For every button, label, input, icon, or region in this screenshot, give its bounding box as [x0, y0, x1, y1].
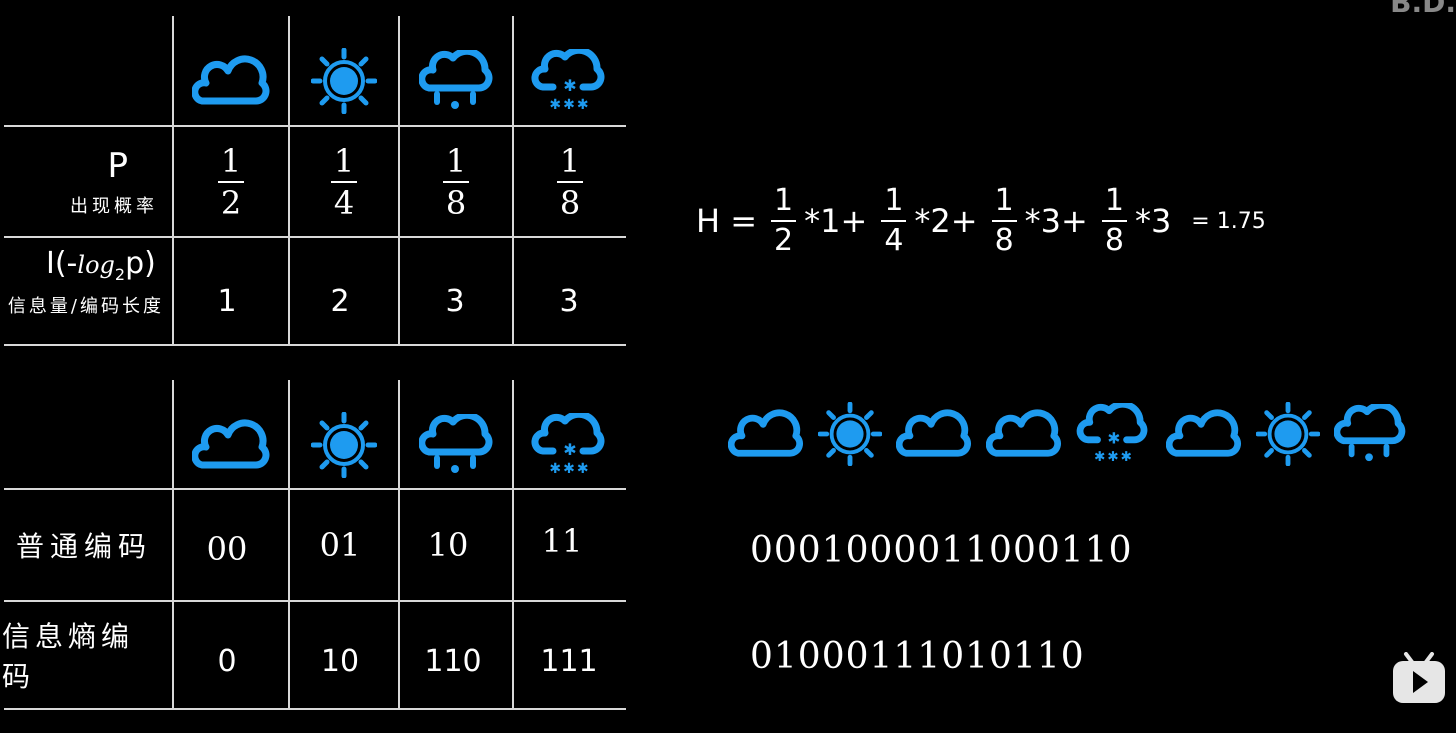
svg-text:✱✱✱: ✱✱✱: [549, 461, 590, 477]
info-formula-log: log: [77, 251, 115, 279]
cloud-icon: [986, 409, 1062, 459]
normal-bitstring: 0001000011000110: [750, 530, 1133, 571]
sun-icon: [290, 400, 398, 490]
info-label: 信息量/编码长度: [7, 296, 164, 317]
entropy-encoding-label: 信息熵编码: [2, 620, 135, 693]
normal-code-cell: 01: [319, 526, 361, 564]
table2-rule-1: [4, 488, 626, 490]
formula-numerator: 1: [884, 183, 904, 218]
info-value-cell: 2: [330, 283, 350, 319]
cloud-icon: [728, 409, 804, 459]
rain-icon: [400, 400, 512, 490]
svg-text:✱✱✱: ✱✱✱: [1094, 449, 1134, 465]
info-formula-prefix: I(-: [46, 246, 78, 281]
table1-col-rule-2: [288, 16, 290, 345]
svg-text:✱✱✱: ✱✱✱: [549, 97, 590, 113]
entropy-formula: H = 1 2 *1+ 1 4 *2+ 1 8 *3+ 1 8 *3 = 1.75: [696, 186, 1266, 256]
normal-code-cell: 10: [427, 526, 469, 564]
table1-col-rule-3: [398, 16, 400, 345]
info-row-header: I(-log2p) 信息量/编码长度: [6, 246, 164, 318]
rain-icon: [400, 36, 512, 126]
table2-col-rule-3: [398, 380, 400, 709]
svg-text:✱: ✱: [1108, 430, 1121, 448]
watermark-logo: B.D.: [1390, 0, 1456, 19]
fraction-denominator: 8: [559, 183, 581, 222]
entropy-code-cell: 110: [424, 643, 482, 679]
fraction-numerator: 1: [333, 141, 355, 180]
cloud-icon: [174, 400, 288, 490]
formula-numerator: 1: [774, 183, 794, 218]
table1-rule-2: [4, 236, 626, 238]
rain-icon: [1334, 404, 1406, 464]
fraction-denominator: 2: [220, 183, 242, 222]
formula-denominator: 8: [1104, 223, 1124, 258]
formula-denominator: 8: [994, 223, 1014, 258]
table1-rule-3: [4, 344, 626, 346]
info-formula-suffix: p): [125, 246, 156, 281]
table1-rule-1: [4, 125, 626, 127]
cloud-icon: [896, 409, 972, 459]
formula-operator: *1+: [804, 202, 868, 240]
info-value-cell: 3: [559, 283, 579, 319]
formula-operator: *3+: [1024, 202, 1088, 240]
table1-col-rule-1: [172, 16, 174, 345]
sun-icon: [1256, 402, 1320, 466]
fraction-numerator: 1: [445, 141, 467, 180]
entropy-code-cell: 0: [217, 643, 237, 679]
play-button-icon[interactable]: [1392, 652, 1446, 704]
fraction-numerator: 1: [559, 141, 581, 180]
sun-icon: [818, 402, 882, 466]
snow-icon: ✱ ✱✱✱: [1076, 403, 1152, 465]
svg-text:✱: ✱: [563, 440, 576, 459]
info-value-cell: 1: [217, 283, 237, 319]
formula-denominator: 2: [774, 223, 794, 258]
table2-rule-2: [4, 600, 626, 602]
weather-sequence: ✱ ✱✱✱: [728, 402, 1406, 466]
fraction-denominator: 4: [333, 183, 355, 222]
fraction-denominator: 8: [445, 183, 467, 222]
table2-col-rule-4: [512, 380, 514, 709]
info-formula-subscript: 2: [114, 265, 126, 284]
entropy-code-cell: 111: [540, 643, 598, 679]
cloud-icon: [1166, 409, 1242, 459]
formula-operator: *2+: [914, 202, 978, 240]
info-value-cell: 3: [445, 283, 465, 319]
formula-denominator: 4: [884, 223, 904, 258]
formula-result: = 1.75: [1191, 208, 1266, 234]
sun-icon: [290, 36, 398, 126]
table2-rule-3: [4, 708, 626, 710]
normal-code-cell: 00: [206, 530, 248, 568]
entropy-code-cell: 10: [320, 643, 360, 679]
fraction-numerator: 1: [220, 141, 242, 180]
formula-lhs: H =: [696, 202, 758, 240]
table2-col-rule-1: [172, 380, 174, 709]
svg-text:✱: ✱: [563, 76, 576, 95]
snow-icon: ✱ ✱✱✱: [514, 36, 626, 126]
table2-col-rule-2: [288, 380, 290, 709]
formula-numerator: 1: [1104, 183, 1124, 218]
p-symbol: P: [107, 146, 128, 186]
cloud-icon: [174, 36, 288, 126]
normal-code-cell: 11: [541, 522, 583, 560]
info-formula: I(-log2p): [6, 246, 164, 284]
p-label: 出现概率: [70, 196, 158, 217]
formula-numerator: 1: [994, 183, 1014, 218]
table1-col-rule-4: [512, 16, 514, 345]
entropy-bitstring: 01000111010110: [750, 636, 1085, 677]
snow-icon: ✱ ✱✱✱: [514, 400, 626, 490]
p-row-header: P 出现概率: [40, 146, 158, 218]
formula-operator: *3: [1134, 202, 1172, 240]
normal-encoding-label: 普通编码: [15, 530, 152, 563]
